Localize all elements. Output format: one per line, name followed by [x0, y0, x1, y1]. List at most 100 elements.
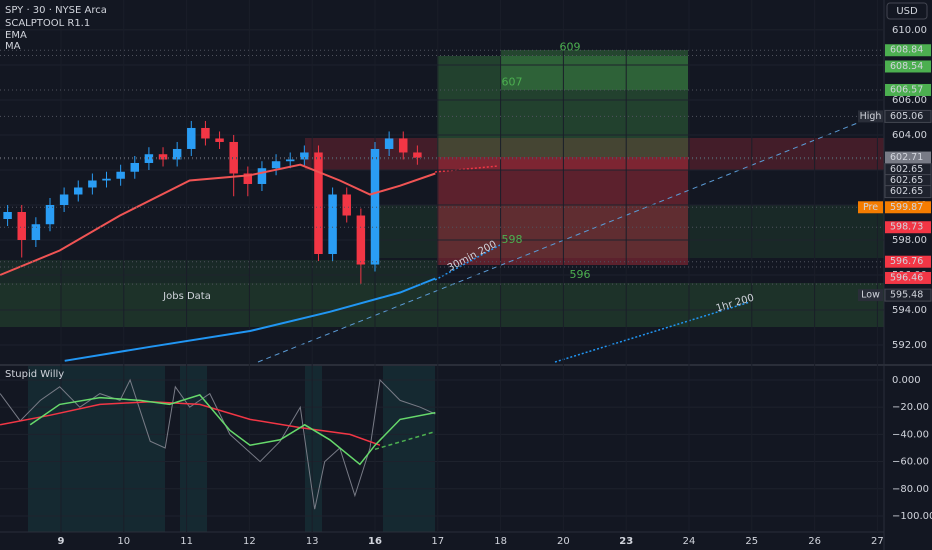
price-tag-label: 598.73	[890, 222, 923, 233]
candle-body	[201, 127, 210, 139]
stop-zone	[437, 157, 688, 265]
x-tick-label: 27	[871, 536, 884, 547]
candle-body	[172, 148, 182, 160]
symbol: SPY · 30 · NYSE Arca	[5, 5, 107, 16]
currency: USD	[896, 6, 918, 17]
candle-body	[399, 138, 408, 153]
line-series	[0, 378, 436, 510]
price-tag	[885, 271, 931, 284]
price-tag	[884, 185, 932, 199]
y-tick-label: 592.00	[892, 340, 927, 351]
price-tag-label: 596.46	[890, 272, 923, 283]
price-tag-label: 605.06	[890, 111, 923, 122]
annotation: Jobs Data	[162, 291, 211, 302]
candle-body	[384, 138, 394, 149]
candle-body	[130, 162, 140, 172]
level-label: 596	[570, 268, 591, 281]
osc-tick-label: −40.00	[892, 429, 929, 440]
x-tick-label: 26	[808, 536, 821, 547]
x-tick-label: 23	[619, 536, 633, 547]
indicator: SCALPTOOL R1.1	[5, 18, 90, 29]
legend-item: MA	[5, 41, 21, 52]
osc-band	[305, 365, 322, 532]
candle-body	[158, 154, 168, 160]
ema-projection	[434, 165, 499, 173]
candle-body	[285, 159, 295, 162]
line-series	[0, 163, 436, 276]
price-tag	[885, 44, 931, 57]
osc-tick-label: −80.00	[892, 484, 929, 495]
price-tag-label: 606.57	[890, 84, 923, 95]
candle-body	[271, 161, 281, 169]
candle-body	[17, 211, 26, 241]
price-tag-label: 599.87	[890, 202, 923, 213]
ma-projection	[434, 244, 501, 281]
candle-body	[74, 187, 83, 195]
osc-band	[180, 365, 207, 532]
candle-body	[229, 141, 238, 174]
price-tag-label: 602.65	[890, 175, 923, 186]
x-tick-label: 20	[557, 536, 570, 547]
price-tag	[885, 221, 931, 234]
y-tick-label: 606.00	[892, 95, 927, 106]
osc-title: Stupid Willy	[5, 369, 64, 380]
zone	[0, 283, 884, 327]
price-tag-name-box	[858, 201, 883, 214]
x-tick-label: 9	[57, 536, 64, 547]
target-zone	[500, 50, 688, 90]
osc-tick-label: −100.00	[892, 511, 932, 522]
y-tick-label: 594.00	[892, 305, 927, 316]
price-tag	[885, 60, 931, 73]
line-series	[29, 394, 436, 466]
line-series	[0, 400, 381, 446]
price-tag-label: 602.65	[890, 164, 923, 175]
level-label: 609	[560, 40, 581, 53]
candle-body	[300, 152, 309, 160]
osc-band	[383, 365, 435, 532]
candle-body	[370, 148, 380, 265]
target-zone	[437, 56, 688, 157]
candle-body	[328, 194, 337, 255]
x-tick-label: 24	[683, 536, 696, 547]
level-label: 598	[502, 233, 523, 246]
x-tick-label: 12	[243, 536, 256, 547]
price-tag-label: 602.65	[890, 186, 923, 197]
candle-body	[3, 211, 12, 219]
osc-band	[28, 365, 165, 532]
price-tag-name: High	[860, 111, 882, 122]
legend-item: EMA	[5, 30, 27, 41]
x-tick-label: 10	[117, 536, 130, 547]
candle-body	[59, 194, 69, 205]
line-series	[374, 430, 436, 451]
osc-tick-label: 0.000	[892, 375, 921, 386]
x-tick-label: 17	[431, 536, 444, 547]
candle-body	[257, 168, 267, 184]
x-tick-label: 13	[306, 536, 319, 547]
price-tag	[885, 83, 931, 96]
x-tick-label: 16	[368, 536, 382, 547]
candle-body	[314, 152, 323, 255]
candle-body	[116, 171, 125, 179]
y-tick-label: 610.00	[892, 25, 927, 36]
candle-body	[356, 215, 366, 265]
price-tag-label: 602.71	[890, 152, 923, 163]
candle-body	[45, 204, 55, 225]
x-tick-label: 11	[180, 536, 193, 547]
osc-tick-label: −60.00	[892, 457, 929, 468]
y-tick-label: 598.00	[892, 235, 927, 246]
candle-body	[413, 152, 422, 158]
price-tag	[885, 201, 931, 214]
price-tag-name: Low	[861, 290, 880, 301]
price-tag	[884, 109, 932, 123]
y-tick-label: 604.00	[892, 130, 927, 141]
price-tag-name: Pre	[863, 202, 878, 213]
level-label: 607	[502, 75, 523, 88]
osc-tick-label: −20.00	[892, 402, 929, 413]
price-tag-name-box	[858, 110, 883, 123]
price-tag-name-box	[858, 289, 883, 302]
price-tag-label: 608.84	[890, 45, 923, 56]
candle-body	[215, 138, 224, 142]
candle-body	[88, 180, 97, 188]
zone	[0, 260, 437, 283]
